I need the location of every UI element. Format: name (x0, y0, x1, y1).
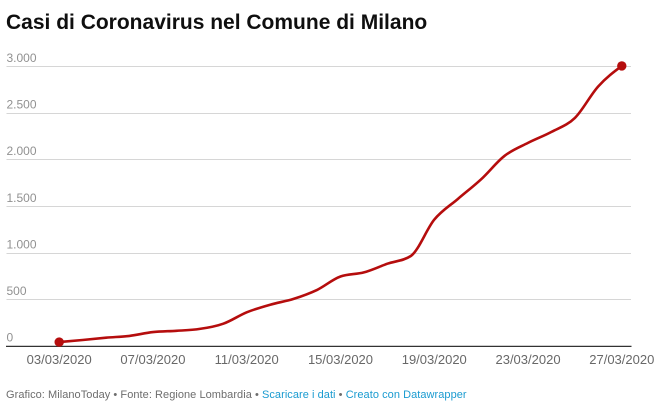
svg-text:11/03/2020: 11/03/2020 (215, 352, 279, 367)
svg-text:1.000: 1.000 (7, 238, 37, 252)
svg-text:3.000: 3.000 (7, 51, 37, 65)
svg-text:03/03/2020: 03/03/2020 (27, 352, 92, 367)
svg-text:23/03/2020: 23/03/2020 (495, 352, 560, 367)
svg-text:0: 0 (7, 330, 14, 344)
svg-text:500: 500 (7, 284, 27, 298)
svg-text:07/03/2020: 07/03/2020 (120, 352, 185, 367)
svg-text:15/03/2020: 15/03/2020 (308, 352, 373, 367)
svg-text:19/03/2020: 19/03/2020 (402, 352, 467, 367)
svg-text:27/03/2020: 27/03/2020 (589, 352, 654, 367)
svg-text:2.000: 2.000 (7, 144, 37, 158)
svg-text:1.500: 1.500 (7, 191, 37, 205)
svg-text:2.500: 2.500 (7, 98, 37, 112)
